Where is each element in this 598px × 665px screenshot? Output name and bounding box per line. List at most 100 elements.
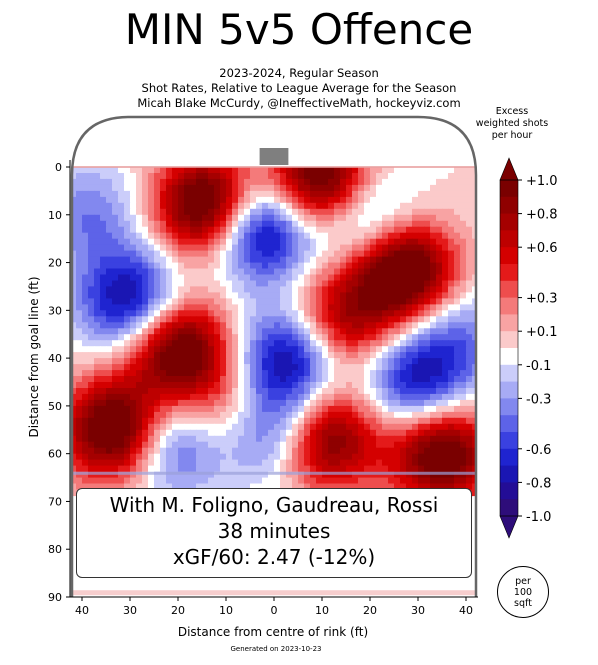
heat-cell [364,304,371,311]
heat-cell [466,226,473,234]
heat-cell [412,298,419,305]
heat-cell [262,399,269,407]
heat-cell [226,393,233,401]
heat-cell [142,250,149,258]
heat-cell [100,477,107,485]
heat-cell [430,340,437,347]
heat-cell [442,190,449,198]
heat-cell [256,322,263,329]
heat-cell [172,393,179,401]
heat-cell [424,304,431,311]
heat-cell [172,274,179,282]
heat-cell [328,346,335,353]
heat-cell [124,286,131,293]
heat-cell [376,274,383,282]
heat-cell [172,399,179,407]
heat-cell [202,376,209,383]
heat-cell [328,202,335,210]
heat-cell [436,364,443,371]
heat-cell [400,376,407,383]
heat-cell [148,471,155,479]
heat-cell [466,399,473,407]
heat-cell [352,483,359,491]
heat-cell [208,226,215,234]
heat-cell [298,304,305,311]
heat-cell [160,268,167,276]
heat-cell [148,459,155,467]
heat-cell [124,220,131,228]
heat-cell [124,405,131,413]
heat-cell [322,417,329,425]
heat-cell [412,256,419,264]
heat-cell [280,214,287,222]
heat-cell [100,399,107,407]
heat-cell [376,196,383,204]
heat-cell [112,244,119,252]
heat-cell [202,268,209,276]
heat-cell [388,262,395,270]
heat-cell [178,167,185,174]
heat-cell [280,358,287,365]
heat-cell [304,471,311,479]
heat-cell [268,382,275,389]
heat-cell [436,405,443,413]
heat-cell [322,370,329,377]
heat-cell [274,453,281,461]
heat-cell [100,190,107,198]
heat-cell [340,388,347,395]
heat-cell [72,411,77,419]
heat-cell [112,202,119,210]
heat-cell [322,226,329,234]
heat-cell [316,465,323,473]
heat-cell [214,298,221,305]
heat-cell [364,346,371,353]
heat-cell [72,250,77,258]
heat-cell [418,292,425,299]
heat-cell [472,477,476,485]
heat-cell [214,184,221,192]
heat-cell [184,178,191,186]
heat-cell [364,274,371,282]
heat-cell [148,220,155,228]
heat-cell [286,334,293,341]
heat-cell [340,382,347,389]
heat-cell [388,202,395,210]
heat-cell [190,477,197,485]
heat-cell [178,310,185,317]
heat-cell [340,441,347,449]
heat-cell [292,405,299,413]
heat-cell [184,226,191,234]
heat-cell [190,262,197,270]
heat-cell [334,459,341,467]
heat-cell [376,256,383,264]
heat-cell [466,429,473,437]
heat-cell [328,190,335,198]
heat-cell [154,167,161,174]
heat-cell [244,328,251,335]
heat-cell [118,238,125,246]
heat-cell [418,208,425,216]
heat-cell [328,411,335,419]
heat-cell [166,423,173,431]
colorbar-segment [500,465,518,483]
heat-cell [274,441,281,449]
heat-cell [196,316,203,323]
heat-cell [334,178,341,186]
heat-cell [106,411,113,419]
heat-cell [244,417,251,425]
heat-cell [244,167,251,174]
heat-cell [148,226,155,234]
heat-cell [394,483,401,491]
heat-cell [460,358,467,365]
heat-cell [292,358,299,365]
heat-cell [226,435,233,443]
heat-cell [376,405,383,413]
heat-cell [88,483,95,491]
heat-cell [358,399,365,407]
heat-cell [82,382,89,389]
heat-cell [454,447,461,455]
heat-cell [310,358,317,365]
heat-cell [250,399,257,407]
heat-cell [202,352,209,359]
heat-cell [94,262,101,270]
